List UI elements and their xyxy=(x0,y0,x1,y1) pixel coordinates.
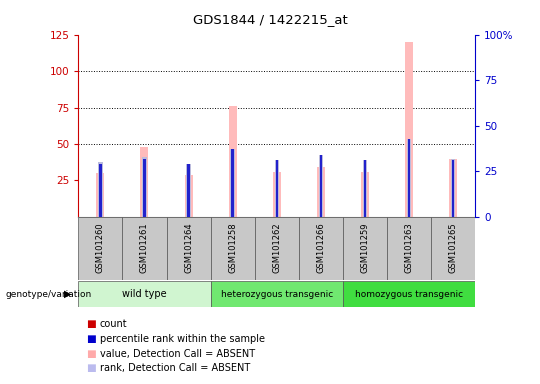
Bar xyxy=(343,217,387,280)
Text: GSM101264: GSM101264 xyxy=(184,222,193,273)
Bar xyxy=(78,217,123,280)
Bar xyxy=(452,161,454,217)
Bar xyxy=(99,180,102,217)
Text: GSM101258: GSM101258 xyxy=(228,222,237,273)
Bar xyxy=(319,180,322,217)
Text: ■: ■ xyxy=(86,363,96,373)
Text: ▶: ▶ xyxy=(64,289,71,299)
Text: count: count xyxy=(100,319,127,329)
Bar xyxy=(275,180,279,217)
Text: GSM101260: GSM101260 xyxy=(96,222,105,273)
Bar xyxy=(166,217,211,280)
Bar xyxy=(363,180,367,217)
Bar xyxy=(451,180,455,217)
Text: GDS1844 / 1422215_at: GDS1844 / 1422215_at xyxy=(193,13,347,26)
Bar xyxy=(320,155,322,217)
Bar xyxy=(211,281,343,307)
Text: GSM101266: GSM101266 xyxy=(316,222,325,273)
Bar xyxy=(408,139,410,217)
Bar xyxy=(273,172,281,217)
Bar xyxy=(407,139,411,217)
Bar xyxy=(407,180,411,217)
Bar xyxy=(387,217,431,280)
Text: wild type: wild type xyxy=(122,289,167,299)
Bar xyxy=(274,161,279,217)
Text: heterozygous transgenic: heterozygous transgenic xyxy=(221,290,333,299)
Bar xyxy=(449,159,457,217)
Text: homozygous transgenic: homozygous transgenic xyxy=(355,290,463,299)
Bar xyxy=(228,106,237,217)
Text: ■: ■ xyxy=(86,319,96,329)
Bar xyxy=(143,159,146,217)
Bar xyxy=(275,161,278,217)
Bar xyxy=(186,164,191,217)
Bar xyxy=(363,161,367,217)
Bar xyxy=(255,217,299,280)
Text: percentile rank within the sample: percentile rank within the sample xyxy=(100,334,265,344)
Text: ■: ■ xyxy=(86,334,96,344)
Bar xyxy=(361,172,369,217)
Bar xyxy=(78,281,211,307)
Bar xyxy=(211,217,255,280)
Bar xyxy=(142,157,147,217)
Bar xyxy=(364,161,366,217)
Bar xyxy=(317,167,325,217)
Bar xyxy=(187,164,190,217)
Bar xyxy=(431,217,475,280)
Bar xyxy=(99,164,102,217)
Bar xyxy=(123,217,166,280)
Text: GSM101265: GSM101265 xyxy=(449,222,458,273)
Text: GSM101262: GSM101262 xyxy=(272,222,281,273)
Bar xyxy=(231,149,235,217)
Bar xyxy=(343,281,475,307)
Text: ■: ■ xyxy=(86,349,96,359)
Text: genotype/variation: genotype/variation xyxy=(5,290,92,299)
Bar xyxy=(98,162,103,217)
Text: GSM101261: GSM101261 xyxy=(140,222,149,273)
Bar xyxy=(232,149,234,217)
Bar xyxy=(451,159,455,217)
Bar xyxy=(185,175,193,217)
Bar xyxy=(140,147,148,217)
Bar xyxy=(319,155,323,217)
Bar xyxy=(96,173,104,217)
Bar xyxy=(405,42,413,217)
Text: GSM101259: GSM101259 xyxy=(360,222,369,273)
Text: GSM101263: GSM101263 xyxy=(404,222,414,273)
Bar xyxy=(143,180,146,217)
Text: value, Detection Call = ABSENT: value, Detection Call = ABSENT xyxy=(100,349,255,359)
Bar xyxy=(299,217,343,280)
Bar xyxy=(231,180,234,217)
Bar xyxy=(187,180,190,217)
Text: rank, Detection Call = ABSENT: rank, Detection Call = ABSENT xyxy=(100,363,250,373)
